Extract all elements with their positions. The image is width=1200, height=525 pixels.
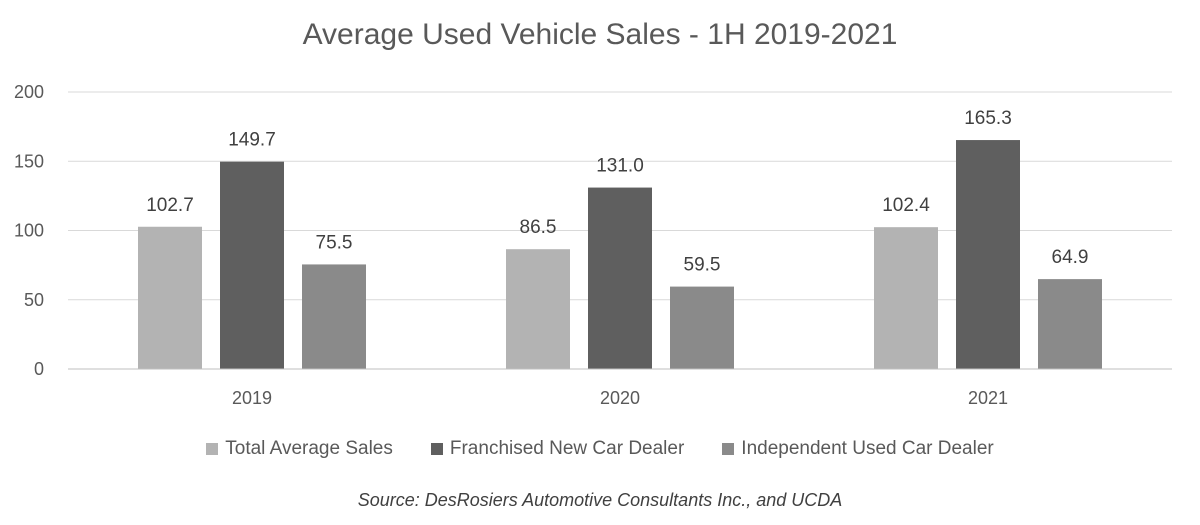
data-label: 64.9 xyxy=(1052,247,1089,268)
y-tick-label: 50 xyxy=(24,290,44,310)
legend-item: Total Average Sales xyxy=(206,438,393,460)
legend: Total Average Sales Franchised New Car De… xyxy=(0,438,1200,460)
bar xyxy=(670,286,734,369)
legend-label: Independent Used Car Dealer xyxy=(741,438,994,459)
data-label: 75.5 xyxy=(316,232,353,253)
bar xyxy=(302,264,366,369)
data-label: 102.7 xyxy=(146,195,194,216)
data-label: 165.3 xyxy=(964,108,1012,129)
bar xyxy=(956,140,1020,369)
data-label: 86.5 xyxy=(520,217,557,238)
bar xyxy=(506,249,570,369)
data-label: 102.4 xyxy=(882,195,930,216)
legend-item: Independent Used Car Dealer xyxy=(722,438,994,460)
x-category-label: 2020 xyxy=(600,388,640,408)
y-tick-label: 0 xyxy=(34,359,44,379)
x-category-label: 2021 xyxy=(968,388,1008,408)
bar xyxy=(138,226,202,369)
bar xyxy=(220,161,284,369)
legend-swatch xyxy=(430,443,443,455)
y-tick-label: 200 xyxy=(14,82,44,102)
legend-item: Franchised New Car Dealer xyxy=(430,438,685,460)
bar xyxy=(874,227,938,369)
chart-title: Average Used Vehicle Sales - 1H 2019-202… xyxy=(302,18,898,51)
bar xyxy=(1038,279,1102,369)
x-category-label: 2019 xyxy=(232,388,272,408)
y-tick-label: 100 xyxy=(14,221,44,241)
legend-label: Total Average Sales xyxy=(225,438,393,459)
legend-label: Franchised New Car Dealer xyxy=(449,438,685,459)
source-note: Source: DesRosiers Automotive Consultant… xyxy=(357,490,843,510)
data-label: 131.0 xyxy=(596,156,644,177)
data-label: 149.7 xyxy=(228,130,276,151)
data-label: 59.5 xyxy=(684,255,721,276)
legend-swatch xyxy=(722,443,735,455)
bar xyxy=(588,187,652,369)
legend-swatch xyxy=(206,443,219,455)
y-tick-label: 150 xyxy=(14,151,44,171)
